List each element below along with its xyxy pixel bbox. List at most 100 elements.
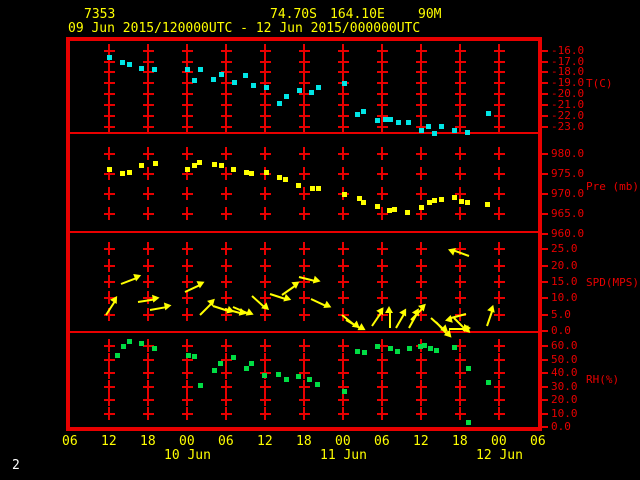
grid-cross bbox=[459, 147, 461, 160]
y-tick-mark bbox=[541, 103, 548, 106]
grid-cross bbox=[303, 54, 305, 68]
y-tick-label: 30.0 bbox=[551, 379, 578, 393]
grid-cross bbox=[108, 167, 110, 180]
grid-cross bbox=[108, 43, 110, 57]
temperature-point bbox=[263, 84, 269, 90]
grid-cross bbox=[303, 87, 305, 101]
grid-cross bbox=[264, 242, 266, 256]
grid-cross bbox=[147, 119, 149, 133]
grid-cross bbox=[303, 242, 305, 256]
grid-cross bbox=[420, 65, 422, 79]
grid-cross bbox=[459, 207, 461, 220]
y-tick-mark bbox=[541, 399, 548, 402]
pressure-point bbox=[231, 166, 237, 172]
grid-cross bbox=[108, 242, 110, 256]
grid-cross bbox=[381, 275, 383, 288]
temperature-point bbox=[250, 83, 256, 89]
temperature-point bbox=[341, 81, 347, 87]
grid-cross bbox=[498, 258, 500, 272]
pressure-point bbox=[439, 196, 445, 202]
grid-cross bbox=[420, 87, 422, 101]
grid-cross bbox=[108, 54, 110, 68]
humidity-point bbox=[295, 373, 301, 379]
grid-cross bbox=[381, 339, 383, 353]
y-tick-mark bbox=[541, 82, 548, 85]
y-tick-mark bbox=[541, 358, 548, 361]
temperature-point bbox=[151, 67, 157, 73]
grid-cross bbox=[342, 87, 344, 101]
grid-cross bbox=[186, 242, 188, 256]
grid-cross bbox=[264, 207, 266, 220]
grid-cross bbox=[108, 207, 110, 220]
grid-cross bbox=[108, 275, 110, 288]
temperature-point bbox=[383, 117, 389, 122]
grid-cross bbox=[225, 119, 227, 133]
x-tick-label: 06 bbox=[62, 434, 78, 449]
station-id: 7353 bbox=[84, 7, 116, 22]
y-tick-mark bbox=[541, 233, 548, 235]
grid-cross bbox=[381, 147, 383, 160]
humidity-point bbox=[375, 344, 381, 350]
y-tick-mark bbox=[541, 330, 548, 332]
pressure-point bbox=[484, 202, 490, 208]
humidity-point bbox=[428, 345, 434, 351]
y-tick-label: -20.0 bbox=[551, 87, 585, 101]
grid-cross bbox=[381, 242, 383, 256]
grid-cross bbox=[303, 379, 305, 393]
grid-cross bbox=[264, 108, 266, 122]
temperature-point bbox=[388, 117, 394, 122]
humidity-point bbox=[262, 372, 268, 378]
y-tick-mark bbox=[541, 93, 548, 96]
grid-cross bbox=[225, 97, 227, 111]
grid-cross bbox=[498, 147, 500, 160]
temperature-point bbox=[375, 118, 381, 124]
grid-cross bbox=[186, 54, 188, 68]
pressure-point bbox=[309, 185, 315, 191]
grid-cross bbox=[498, 366, 500, 380]
temperature-point bbox=[198, 67, 203, 73]
grid-cross bbox=[420, 54, 422, 68]
panel-divider bbox=[70, 132, 538, 134]
grid-cross bbox=[498, 87, 500, 101]
grid-cross bbox=[498, 167, 500, 180]
grid-cross bbox=[342, 65, 344, 79]
temperature-point bbox=[276, 100, 282, 106]
grid-cross bbox=[303, 291, 305, 305]
y-tick-mark bbox=[541, 313, 548, 316]
y-tick-label: 60.0 bbox=[551, 339, 578, 353]
grid-cross bbox=[225, 258, 227, 272]
grid-cross bbox=[264, 65, 266, 79]
grid-cross bbox=[108, 379, 110, 393]
grid-cross bbox=[459, 97, 461, 111]
grid-cross bbox=[264, 379, 266, 393]
pressure-point bbox=[432, 198, 437, 203]
grid-cross bbox=[264, 147, 266, 160]
y-tick-mark bbox=[541, 49, 548, 52]
y-tick-mark bbox=[541, 173, 548, 175]
y-tick-label: 980.0 bbox=[551, 147, 585, 160]
grid-cross bbox=[420, 167, 422, 180]
grid-cross bbox=[225, 275, 227, 288]
panel-unit-label: RH(%) bbox=[586, 373, 620, 386]
grid-cross bbox=[225, 76, 227, 90]
humidity-point bbox=[283, 376, 289, 382]
grid-cross bbox=[264, 76, 266, 90]
y-tick-label: 20.0 bbox=[551, 258, 578, 272]
grid-cross bbox=[459, 406, 461, 420]
humidity-point bbox=[452, 345, 458, 351]
x-tick-label: 12 bbox=[413, 434, 429, 449]
grid-cross bbox=[459, 76, 461, 90]
grid-cross bbox=[186, 352, 188, 366]
pressure-point bbox=[138, 162, 144, 168]
grid-cross bbox=[303, 167, 305, 180]
grid-cross bbox=[342, 43, 344, 57]
grid-cross bbox=[108, 76, 110, 90]
grid-cross bbox=[420, 258, 422, 272]
grid-cross bbox=[303, 65, 305, 79]
pressure-point bbox=[341, 192, 347, 198]
grid-cross bbox=[186, 43, 188, 57]
temperature-point bbox=[283, 94, 289, 100]
grid-cross bbox=[186, 147, 188, 160]
grid-cross bbox=[303, 119, 305, 133]
